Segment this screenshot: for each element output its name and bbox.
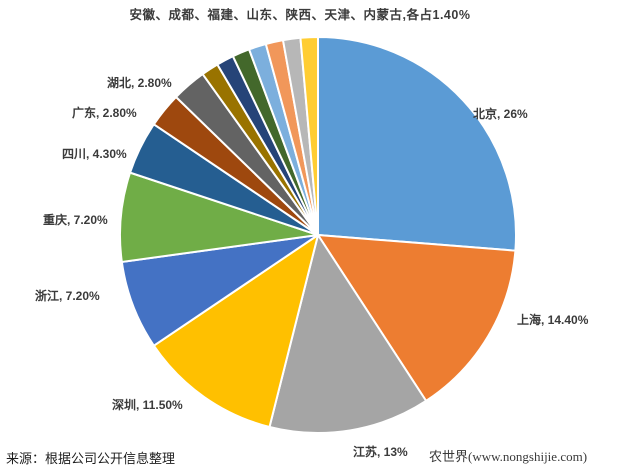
pie-slice-15 [299, 35, 319, 236]
pie-slice-2 [268, 234, 428, 434]
slice-label-shanghai: 上海, 14.40% [517, 313, 589, 327]
pie-slice-0 [317, 36, 517, 252]
pie-slice-3 [152, 234, 319, 428]
slice-label-chongqing: 重庆, 7.20% [43, 213, 108, 227]
slice-label-zhejiang: 浙江, 7.20% [35, 289, 100, 303]
slice-label-jiangsu: 江苏, 13% [353, 445, 408, 459]
site-watermark: 农世界(www.nongshijie.com) [429, 449, 588, 464]
slice-label-hubei: 湖北, 2.80% [107, 76, 172, 90]
slice-label-sichuan: 四川, 4.30% [62, 147, 127, 161]
slice-label-shenzhen: 深圳, 11.50% [112, 398, 183, 412]
source-note: 来源：根据公司公开信息整理 [6, 451, 176, 466]
slice-label-beijing: 北京, 26% [473, 107, 528, 121]
chart-title: 安徽、成都、福建、山东、陕西、天津、内蒙古,各占1.40% [129, 8, 471, 22]
pie-slice-1 [317, 234, 517, 402]
slice-label-guangdong: 广东, 2.80% [72, 106, 137, 120]
